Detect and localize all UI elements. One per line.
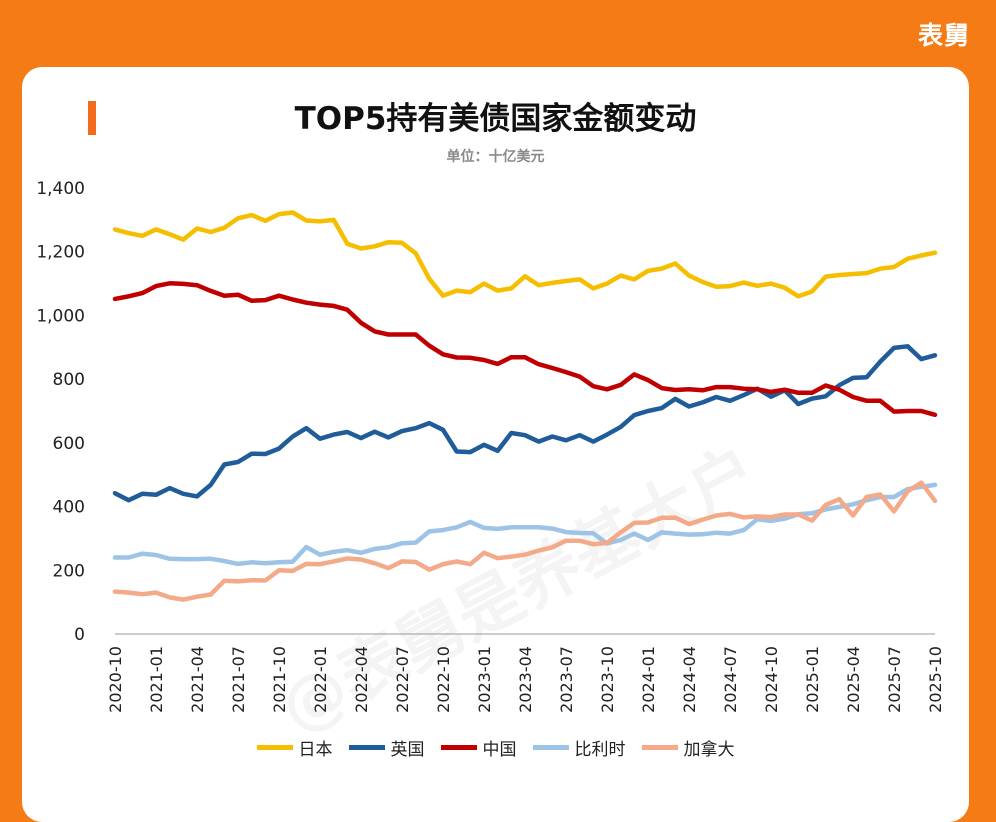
x-tick-label: 2023-01 <box>475 646 494 713</box>
legend-label: 比利时 <box>574 740 626 760</box>
y-tick-label: 400 <box>53 498 85 518</box>
y-tick-label: 800 <box>53 370 85 390</box>
y-tick-label: 600 <box>53 434 85 454</box>
legend-label: 中国 <box>482 740 517 760</box>
x-tick-label: 2024-07 <box>721 646 740 713</box>
x-tick-label: 2025-07 <box>885 646 904 713</box>
x-tick-label: 2022-01 <box>311 646 330 713</box>
series-lines <box>112 210 938 602</box>
series-line-3 <box>112 482 938 567</box>
series-line-0 <box>112 210 938 299</box>
chart-title: TOP5持有美债国家金额变动 <box>294 101 697 137</box>
x-tick-label: 2025-01 <box>803 646 822 713</box>
x-tick-label: 2020-10 <box>106 646 125 713</box>
x-tick-label: 2022-10 <box>434 646 453 713</box>
brand-logo: 表舅 <box>917 21 970 50</box>
y-tick-label: 0 <box>74 625 85 645</box>
legend-swatch <box>256 745 293 750</box>
x-axis: 2020-10 2021-01 2021-04 2021-07 2021-10 2022-… <box>106 633 945 713</box>
y-tick-label: 1,000 <box>36 306 85 326</box>
legend: 日本 英国 中国 比利时 加拿大 <box>22 735 969 760</box>
line-chart: 0 200 400 600 800 1,000 1,200 1,400 2020-10 2021… <box>36 179 945 713</box>
x-tick-label: 2022-07 <box>393 646 412 713</box>
x-tick-label: 2025-04 <box>844 646 863 713</box>
legend-swatch <box>440 745 477 750</box>
legend-swatch <box>348 745 385 750</box>
x-tick-label: 2021-10 <box>270 646 289 713</box>
x-tick-label: 2024-04 <box>680 646 699 713</box>
chart-subtitle: 单位：十亿美元 <box>446 149 545 165</box>
y-axis: 0 200 400 600 800 1,000 1,200 1,400 <box>36 179 85 645</box>
legend-item: 中国 <box>440 735 517 760</box>
legend-swatch <box>532 745 569 750</box>
legend-label: 日本 <box>298 740 333 760</box>
legend-label: 加拿大 <box>683 740 735 760</box>
legend-swatch <box>641 745 678 750</box>
x-tick-label: 2023-04 <box>516 646 535 713</box>
legend-item: 比利时 <box>532 735 626 760</box>
x-tick-label: 2024-01 <box>639 646 658 713</box>
series-line-4 <box>112 480 938 602</box>
accent-bar <box>88 101 96 135</box>
legend-item: 日本 <box>256 735 333 760</box>
x-tick-label: 2025-10 <box>926 646 945 713</box>
legend-item: 英国 <box>348 735 425 760</box>
x-tick-label: 2022-04 <box>352 646 371 713</box>
series-line-2 <box>112 281 938 418</box>
y-tick-label: 1,200 <box>36 243 85 263</box>
x-tick-label: 2021-04 <box>188 646 207 713</box>
x-tick-label: 2024-10 <box>762 646 781 713</box>
x-tick-label: 2021-07 <box>229 646 248 713</box>
x-tick-label: 2023-10 <box>598 646 617 713</box>
legend-label: 英国 <box>390 740 425 760</box>
series-line-1 <box>112 344 938 503</box>
x-tick-label: 2023-07 <box>557 646 576 713</box>
y-tick-label: 200 <box>53 561 85 581</box>
x-tick-label: 2021-01 <box>147 646 166 713</box>
chart-card: TOP5持有美债国家金额变动 单位：十亿美元 @表舅是养基大户 02004006… <box>22 67 969 822</box>
y-tick-label: 1,400 <box>36 179 85 199</box>
legend-item: 加拿大 <box>641 735 735 760</box>
